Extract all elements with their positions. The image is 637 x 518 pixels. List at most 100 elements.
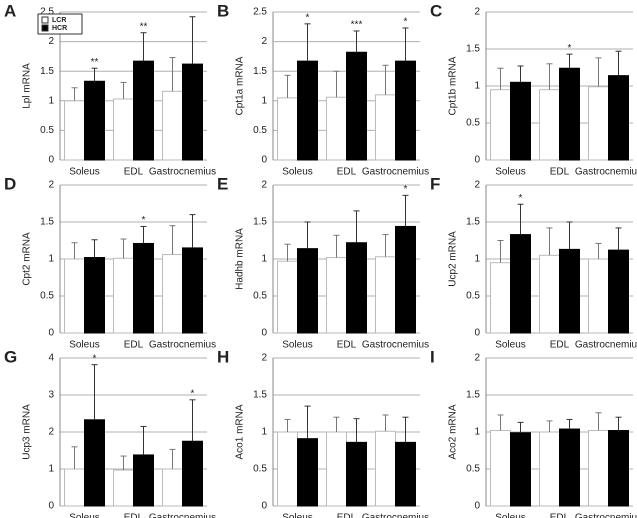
y-tick-label: 1 — [474, 254, 480, 265]
x-tick-label: Gastrocnemius — [575, 167, 637, 178]
bar — [588, 258, 609, 334]
y-tick-label: 1.5 — [40, 217, 54, 228]
y-tick-label: 1.5 — [466, 217, 480, 228]
y-axis-label: Cpt2 mRNA — [22, 232, 33, 286]
bar — [64, 258, 85, 334]
significance: ** — [140, 21, 148, 32]
bar — [588, 86, 609, 161]
bar — [133, 454, 154, 507]
y-tick-label: 1 — [261, 95, 267, 106]
y-axis-label: Cpt1b mRNA — [448, 56, 459, 115]
y-tick-label: 1 — [474, 81, 480, 92]
x-tick-label: Soleus — [69, 513, 100, 518]
bar — [84, 80, 105, 161]
bar — [490, 89, 511, 161]
y-tick-label: 1 — [48, 254, 54, 265]
bar — [113, 98, 134, 161]
y-axis-label: Cpt1a mRNA — [235, 56, 246, 115]
bar — [510, 432, 531, 507]
y-tick-label: 2.5 — [40, 7, 54, 18]
y-tick-label: 4 — [48, 353, 54, 364]
legend-box — [37, 13, 83, 35]
x-tick-label: Soleus — [495, 167, 526, 178]
bar — [133, 60, 154, 161]
y-tick-label: 0.5 — [40, 291, 54, 302]
y-tick-label: 1.5 — [253, 390, 267, 401]
significance: * — [404, 17, 408, 28]
bar — [346, 51, 367, 161]
y-tick-label: 1 — [474, 427, 480, 438]
bar — [539, 89, 560, 161]
x-tick-label: Gastrocnemius — [575, 513, 637, 518]
y-axis-label: Ucp3 mRNA — [22, 404, 33, 460]
bar — [346, 242, 367, 334]
bar — [588, 430, 609, 507]
bar — [510, 234, 531, 334]
significance: * — [93, 353, 97, 364]
y-tick-label: 0.5 — [253, 464, 267, 475]
y-axis-label: Aco2 mRNA — [448, 404, 459, 459]
x-tick-label: Soleus — [282, 340, 313, 351]
y-tick-label: 2 — [48, 180, 54, 191]
bar — [133, 242, 154, 334]
x-tick-label: EDL — [550, 167, 570, 178]
significance: * — [306, 12, 310, 23]
x-tick-label: Gastrocnemius — [149, 340, 216, 351]
bar — [395, 60, 416, 161]
panel-letter: B — [217, 1, 229, 20]
panel-letter: E — [217, 174, 228, 193]
y-tick-label: 0.5 — [466, 118, 480, 129]
bar — [539, 254, 560, 334]
bar — [297, 438, 318, 507]
legend-label: LCR — [52, 17, 66, 24]
panel-letter: C — [430, 1, 442, 20]
y-tick-label: 0 — [474, 155, 480, 166]
x-tick-label: Soleus — [69, 167, 100, 178]
x-tick-label: Soleus — [282, 167, 313, 178]
bar — [182, 63, 203, 161]
x-tick-label: Gastrocnemius — [362, 513, 429, 518]
legend-swatch — [41, 16, 49, 24]
x-tick-label: EDL — [337, 167, 357, 178]
y-tick-label: 2 — [474, 353, 480, 364]
bar — [64, 100, 85, 161]
significance: *** — [351, 20, 363, 31]
bar — [395, 225, 416, 334]
x-tick-label: Gastrocnemius — [149, 513, 216, 518]
y-tick-label: 0 — [261, 501, 267, 512]
bar — [395, 441, 416, 507]
x-tick-label: EDL — [124, 513, 144, 518]
bar — [490, 430, 511, 507]
bar — [182, 440, 203, 507]
bar — [64, 468, 85, 507]
x-tick-label: Gastrocnemius — [575, 340, 637, 351]
y-tick-label: 0 — [474, 328, 480, 339]
y-tick-label: 0.5 — [253, 291, 267, 302]
bar — [326, 431, 347, 507]
y-tick-label: 2.5 — [253, 7, 267, 18]
y-axis-label: Aco1 mRNA — [235, 404, 246, 459]
x-tick-label: EDL — [337, 513, 357, 518]
bar — [162, 254, 183, 334]
legend-label: HCR — [52, 25, 67, 32]
bar — [297, 248, 318, 334]
x-tick-label: Soleus — [495, 340, 526, 351]
y-tick-label: 2 — [48, 36, 54, 47]
bar — [297, 60, 318, 161]
x-tick-label: Soleus — [69, 340, 100, 351]
bar — [559, 428, 580, 507]
y-tick-label: 1 — [261, 254, 267, 265]
significance: * — [519, 193, 523, 204]
panel-letter: G — [4, 347, 17, 366]
x-tick-label: Gastrocnemius — [362, 340, 429, 351]
y-tick-label: 1.5 — [253, 217, 267, 228]
panel-letter: D — [4, 174, 16, 193]
bar — [162, 90, 183, 161]
y-tick-label: 2 — [261, 353, 267, 364]
y-tick-label: 2 — [474, 7, 480, 18]
y-tick-label: 0.5 — [466, 291, 480, 302]
y-tick-label: 2 — [48, 427, 54, 438]
bar — [277, 97, 298, 161]
y-tick-label: 1.5 — [466, 390, 480, 401]
